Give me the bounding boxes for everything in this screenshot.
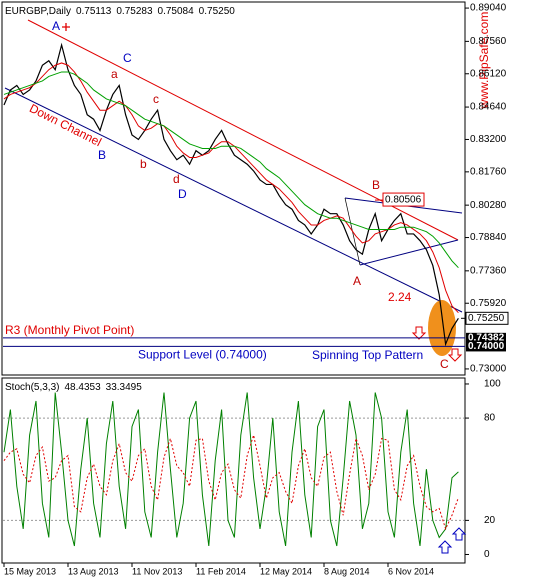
x-tick-label: 12 May 2014	[260, 566, 312, 576]
header-value: 0.75283	[116, 6, 153, 17]
price-label-box	[466, 332, 506, 343]
y-tick-label: 0.78840	[470, 232, 507, 243]
x-tick-label: 6 Nov 2014	[388, 566, 434, 576]
level-mark-label: 0.80506	[385, 195, 422, 206]
price-label: 0.74000	[468, 341, 505, 352]
price-label: 0.74382	[468, 332, 505, 343]
y-tick-label: 0.87560	[470, 36, 507, 47]
header-value: 33.3495	[106, 382, 143, 393]
series-line	[3, 62, 459, 314]
header-title: EURGBP,Daily	[5, 6, 71, 17]
channel-lower	[4, 87, 463, 313]
price-label-box	[466, 341, 506, 352]
y-tick-label: 0.86120	[470, 68, 507, 79]
header-value: 48.4353	[64, 382, 101, 393]
arrow-down	[411, 326, 427, 340]
panel-header: Stoch(5,3,3) 48.4353 33.3495	[5, 382, 142, 393]
header-value: 0.75250	[199, 6, 236, 17]
wave-label: b	[140, 157, 147, 171]
x-tick-label: 15 May 2013	[4, 566, 56, 576]
series-line	[3, 392, 459, 547]
stoch-panel	[1, 377, 466, 564]
y-tick-label: 0.83200	[470, 134, 507, 145]
x-tick-label: 11 Feb 2014	[196, 566, 246, 576]
y-tick-label: 0.77360	[470, 265, 507, 276]
fib-ratio: 2.24	[388, 290, 412, 304]
y-tick-label: 0.75920	[470, 298, 507, 309]
arrow-down	[447, 348, 463, 362]
wave-label: D	[178, 187, 187, 201]
wave-label: A	[52, 19, 60, 33]
y-tick-label: 0	[484, 549, 490, 560]
watermark: www.PipSafe.com	[477, 12, 491, 110]
current-price-label: 0.75250	[468, 313, 505, 324]
series-line	[3, 42, 459, 347]
panel-header: EURGBP,Daily 0.75113 0.75283 0.75084 0.75250	[5, 6, 235, 17]
wave-label: C	[440, 357, 449, 371]
y-tick-label: 20	[484, 515, 496, 526]
y-tick-label: 0.89040	[470, 3, 507, 14]
arrow-up	[437, 540, 453, 554]
x-tick-label: 11 Nov 2013	[132, 566, 182, 576]
y-tick-label: 0.81760	[470, 166, 507, 177]
highlight	[428, 300, 456, 356]
x-tick-label: 13 Aug 2013	[68, 566, 119, 576]
y-tick-label: 0.80280	[470, 200, 507, 211]
wave-label: B	[372, 178, 380, 192]
y-tick-label: 0.73000	[470, 364, 507, 375]
wave-label: c	[153, 92, 159, 106]
level-mark-box	[382, 192, 425, 207]
wave-label: B	[98, 148, 106, 162]
current-price-box	[465, 311, 509, 325]
trend-line	[359, 239, 459, 266]
header-title: Stoch(5,3,3)	[5, 382, 59, 393]
arrow-up	[451, 527, 467, 541]
pattern-note: Spinning Top Pattern	[312, 348, 423, 362]
level-name: R3 (Monthly Pivot Point)	[5, 323, 134, 337]
y-tick-label: 80	[484, 413, 496, 424]
wave-label: A	[353, 274, 361, 288]
x-tick-label: 8 Aug 2014	[324, 566, 370, 576]
header-value: 0.75113	[76, 6, 112, 17]
level-name: Support Level (0.74000)	[138, 348, 267, 362]
y-tick-label: 0.84640	[470, 102, 507, 113]
series-line	[3, 433, 459, 531]
price-panel	[1, 1, 466, 376]
wave-label: C	[123, 51, 132, 65]
series-line	[3, 71, 459, 269]
wave-label: a	[111, 67, 118, 81]
y-tick-label: 100	[484, 379, 501, 390]
wave-label: d	[173, 172, 180, 186]
marker	[62, 23, 70, 31]
header-value: 0.75084	[158, 6, 195, 17]
